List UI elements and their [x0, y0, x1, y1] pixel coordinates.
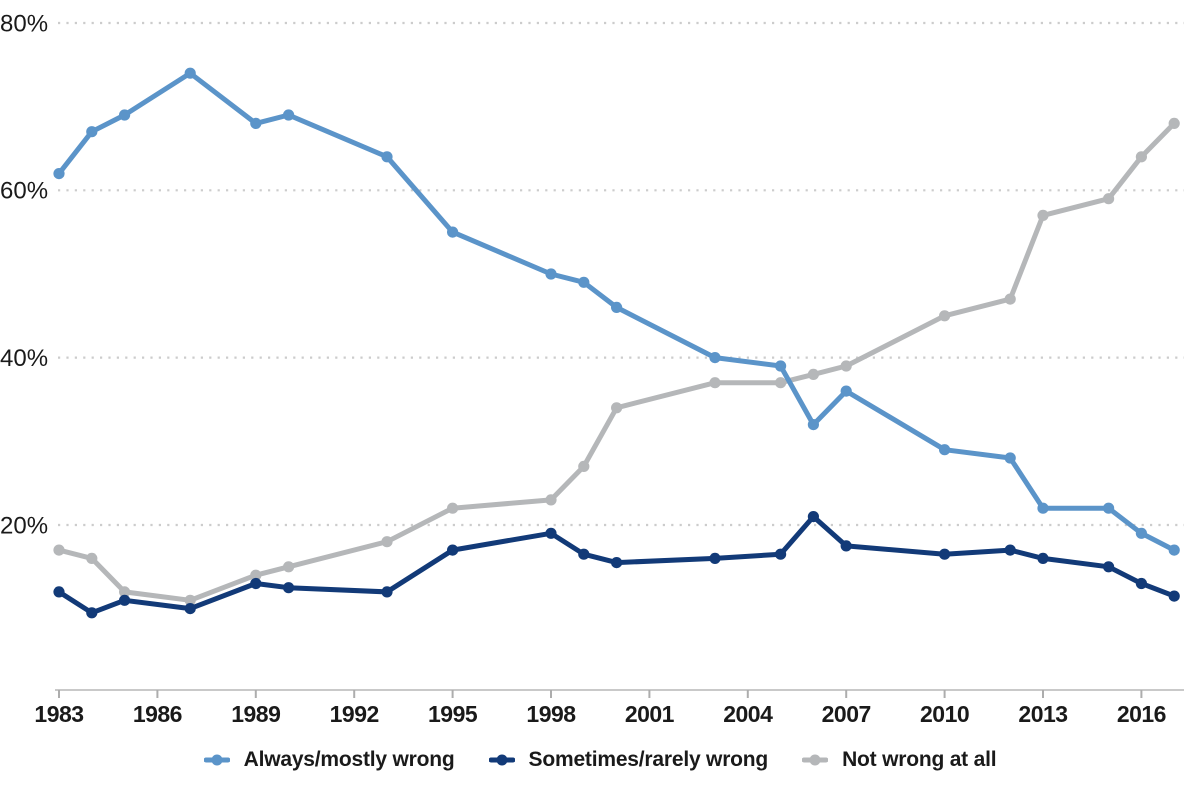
data-point [807, 510, 820, 523]
x-axis-tick-label: 2010 [920, 701, 969, 727]
data-point [578, 460, 590, 472]
data-point [1135, 151, 1147, 163]
legend-marker-line-dot-icon [203, 754, 230, 766]
data-point [53, 586, 65, 598]
data-point [86, 607, 98, 619]
data-point [709, 352, 721, 364]
series-always-mostly-wrong [53, 67, 1180, 556]
legend-label: Always/mostly wrong [243, 748, 455, 771]
data-point [250, 117, 262, 129]
data-point [381, 586, 393, 598]
data-point [611, 301, 623, 313]
data-point [840, 360, 852, 372]
line-chart: 20% 40% 60% 80% 1983 1986 1989 1992 1995 1998 2001… [0, 10, 1184, 727]
y-axis-tick-label: 20% [0, 512, 48, 539]
data-point [775, 377, 787, 389]
data-point [1037, 502, 1049, 514]
x-axis-tick-label: 1998 [526, 701, 576, 727]
data-point [1103, 193, 1115, 205]
data-point [1004, 293, 1016, 305]
data-point [250, 569, 262, 581]
data-point [611, 402, 623, 414]
legend-item-not-wrong-at-all: Not wrong at all [802, 748, 997, 772]
data-point [1103, 502, 1115, 514]
data-point [1037, 209, 1049, 221]
data-point [611, 557, 623, 569]
legend-item-sometimes-rarely-wrong: Sometimes/rarely wrong [488, 748, 769, 772]
x-axis-tick-label: 2016 [1117, 701, 1166, 727]
legend-label: Not wrong at all [842, 748, 997, 771]
data-point [53, 168, 65, 180]
legend-label: Sometimes/rarely wrong [528, 748, 769, 771]
data-point [447, 544, 459, 556]
data-point [578, 276, 590, 288]
x-axis-tick-label: 2007 [822, 701, 871, 727]
data-point [939, 548, 951, 560]
data-point [840, 385, 852, 397]
data-point [578, 548, 590, 560]
data-point [1037, 552, 1049, 565]
data-point [381, 151, 393, 163]
x-axis-tick-label: 1986 [133, 701, 182, 727]
legend-marker-line-dot-icon [802, 754, 829, 766]
data-point [119, 109, 131, 121]
x-axis-tick-label: 2001 [625, 701, 675, 727]
data-point [283, 582, 295, 594]
data-point [119, 586, 131, 598]
data-point [939, 444, 951, 456]
data-point [840, 540, 852, 552]
y-axis-tick-label: 80% [0, 10, 48, 37]
data-point [1135, 527, 1147, 539]
data-point [184, 67, 196, 79]
x-axis-tick-label: 1989 [231, 701, 280, 727]
data-point [381, 536, 393, 548]
data-point [447, 502, 459, 514]
data-point [775, 548, 787, 560]
data-point [545, 527, 557, 539]
data-point [709, 377, 721, 389]
data-point [86, 126, 98, 138]
data-point [1103, 561, 1115, 573]
data-point [545, 494, 557, 506]
data-point [709, 552, 721, 565]
data-point [1168, 590, 1180, 602]
data-point [283, 109, 295, 121]
data-point [1168, 117, 1180, 129]
legend-item-always-mostly-wrong: Always/mostly wrong [203, 748, 455, 772]
series-sometimes-rarely-wrong [53, 510, 1180, 619]
y-axis-tick-label: 60% [0, 178, 48, 205]
x-axis-tick-label: 2004 [723, 701, 773, 727]
data-point [283, 561, 295, 573]
data-point [184, 594, 196, 606]
data-point [250, 577, 262, 590]
x-axis-tick-label: 1995 [428, 701, 478, 727]
x-axis-tick-label: 1992 [330, 701, 379, 727]
data-point [1168, 544, 1180, 556]
data-point [86, 552, 98, 565]
legend-marker-line-dot-icon [488, 754, 515, 766]
data-point [807, 368, 820, 380]
chart-legend: Always/mostly wrong Sometimes/rarely wro… [0, 748, 1200, 772]
data-point [447, 226, 459, 238]
data-point [53, 544, 65, 556]
data-point [1004, 544, 1016, 556]
series-not-wrong-at-all [53, 117, 1180, 606]
data-point [184, 603, 196, 615]
data-point [1004, 452, 1016, 464]
data-point [545, 268, 557, 280]
x-axis-tick-label: 1983 [34, 701, 83, 727]
data-point [939, 310, 951, 322]
data-point [1135, 577, 1147, 590]
data-point [119, 594, 131, 606]
y-axis-tick-label: 40% [0, 345, 48, 372]
data-point [775, 360, 787, 372]
data-point [807, 419, 820, 431]
x-axis-tick-label: 2013 [1018, 701, 1067, 727]
